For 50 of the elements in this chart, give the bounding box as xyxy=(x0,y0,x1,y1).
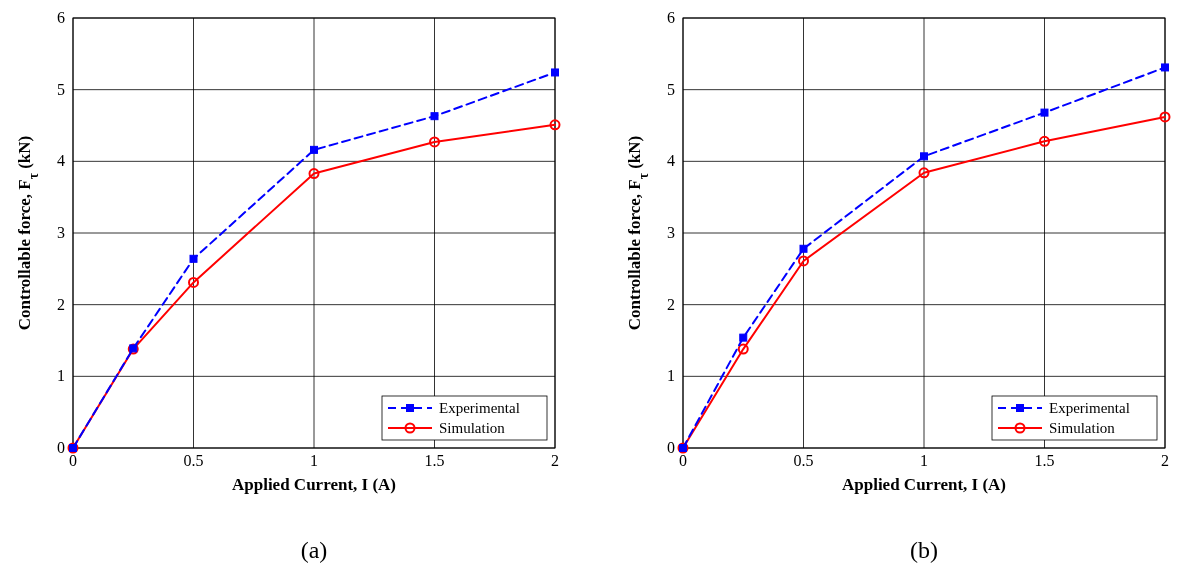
y-tick-label: 1 xyxy=(57,367,65,385)
point xyxy=(1040,108,1049,117)
y-tick-label: 6 xyxy=(667,9,675,26)
y-tick-label: 5 xyxy=(667,80,675,98)
y-tick-label: 3 xyxy=(57,224,65,241)
point xyxy=(551,68,559,77)
x-tick-label: 0.5 xyxy=(183,452,204,469)
legend-label: Simulation xyxy=(439,420,506,436)
y-tick-label: 3 xyxy=(667,224,675,241)
point xyxy=(920,152,928,161)
y-tick-label: 6 xyxy=(57,9,65,26)
x-tick-label: 0 xyxy=(679,452,687,469)
point xyxy=(918,167,930,179)
point xyxy=(737,343,749,355)
legend-label: Experimental xyxy=(1049,400,1130,416)
x-tick-label: 0.5 xyxy=(793,452,814,469)
point xyxy=(308,168,320,180)
text: (a) xyxy=(300,537,328,563)
point xyxy=(1159,111,1171,123)
point xyxy=(549,119,561,131)
point xyxy=(429,136,440,148)
x-tick-label: 1 xyxy=(310,452,318,469)
point xyxy=(799,244,808,253)
y-tick-label: 2 xyxy=(57,295,65,313)
x-axis-title: Applied Current, I (A) xyxy=(841,475,1007,494)
x-tick-label: 1 xyxy=(920,452,928,469)
y-tick-label: 2 xyxy=(667,295,675,313)
point xyxy=(798,255,809,267)
point xyxy=(189,254,198,263)
x-tick-label: 1.5 xyxy=(424,452,445,469)
x-tick-label: 2 xyxy=(1161,452,1169,469)
point xyxy=(310,145,318,154)
y-tick-label: 5 xyxy=(57,80,65,98)
y-tick-label: 4 xyxy=(667,152,675,170)
point xyxy=(188,276,199,288)
y-tick-label: 4 xyxy=(57,152,65,170)
y-tick-label: 0 xyxy=(57,439,65,456)
legend-label: Simulation xyxy=(1049,420,1116,436)
legend-label: Experimental xyxy=(439,400,520,416)
x-tick-label: 1.5 xyxy=(1034,452,1055,469)
point xyxy=(1161,63,1169,72)
y-tick-label: 1 xyxy=(667,367,675,385)
x-axis-title: Applied Current, I (A) xyxy=(231,475,397,494)
x-tick-label: 0 xyxy=(69,452,77,469)
point xyxy=(739,333,748,342)
point xyxy=(1039,135,1050,147)
y-tick-label: 0 xyxy=(667,439,675,456)
text: (b) xyxy=(910,537,938,563)
x-tick-label: 2 xyxy=(551,452,559,469)
point xyxy=(430,112,439,121)
